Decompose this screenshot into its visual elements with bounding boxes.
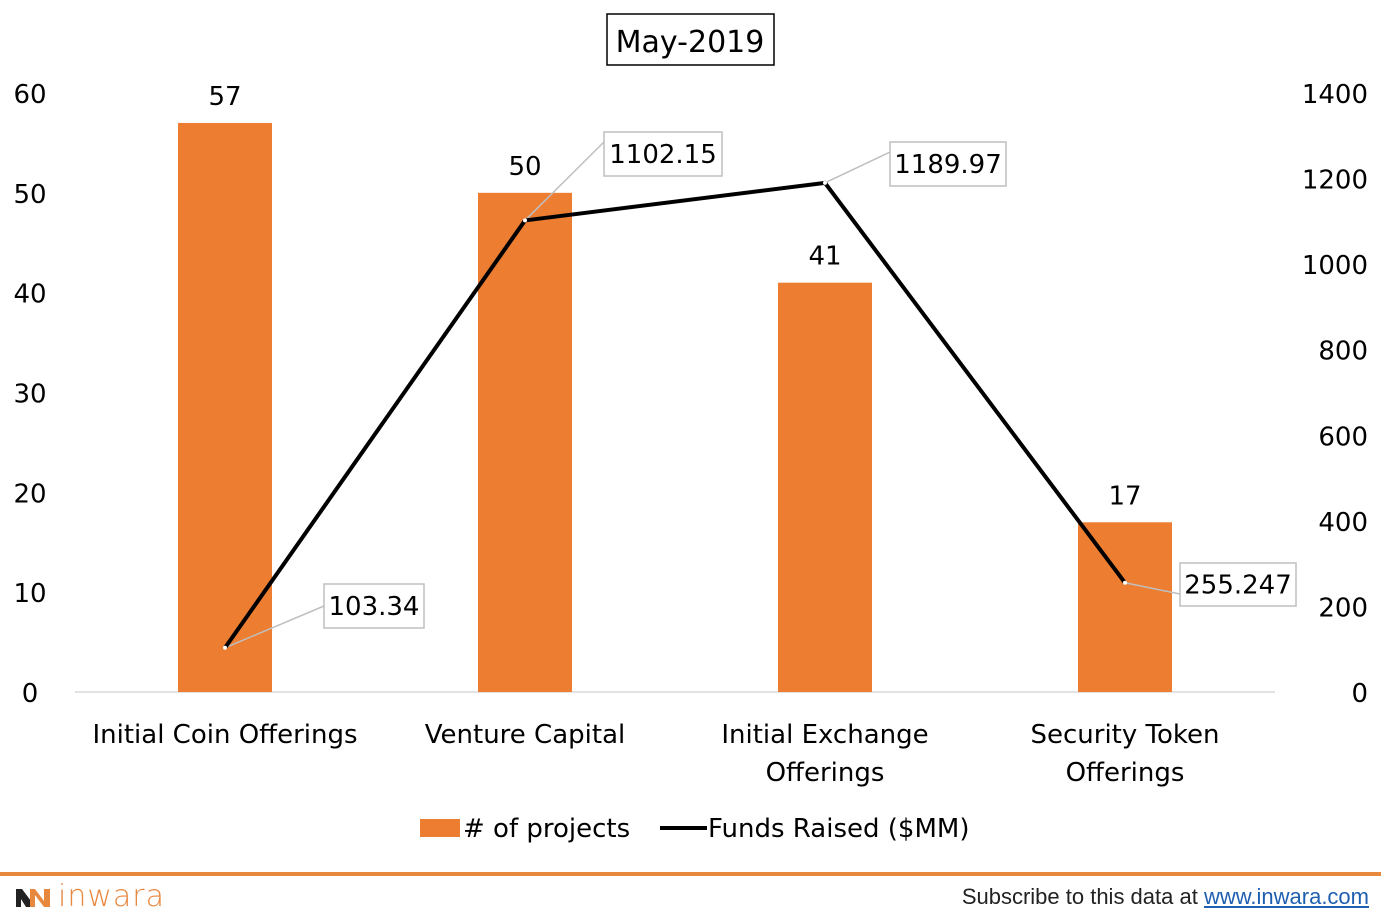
- subscribe-text: Subscribe to this data at www.inwara.com: [962, 884, 1369, 910]
- bar-data-label: 17: [1108, 481, 1141, 511]
- right-tick-label: 600: [1318, 422, 1368, 452]
- subscribe-label: Subscribe to this data at: [961, 884, 1204, 909]
- right-tick-label: 800: [1318, 337, 1368, 367]
- left-tick-label: 50: [13, 180, 46, 210]
- callout-leader: [1124, 582, 1181, 595]
- right-tick-label: 0: [1351, 679, 1368, 709]
- callout-leader: [524, 141, 605, 221]
- bar-data-label: 41: [808, 242, 841, 272]
- line-series: 103.34 1102.15 1189.97 255.247: [223, 131, 1297, 650]
- legend-label-projects: # of projects: [463, 814, 630, 844]
- category-label: Offerings: [1066, 758, 1185, 788]
- bar: [1078, 522, 1172, 692]
- callout-box: [603, 131, 723, 177]
- bar: [778, 282, 872, 692]
- line-data-label: 1189.97: [894, 150, 1002, 180]
- footer-divider: [0, 872, 1381, 876]
- chart: May-2019 0 10 20 30 40 50 60 0 200 400 600 800 1000…: [13, 13, 1368, 844]
- left-tick-label: 0: [22, 679, 39, 709]
- inwara-logo: inwara: [16, 882, 165, 912]
- legend-label-funds: Funds Raised ($MM): [708, 814, 969, 844]
- category-label: Initial Coin Offerings: [92, 720, 357, 750]
- line-data-label: 103.34: [329, 592, 420, 622]
- left-tick-label: 30: [13, 380, 46, 410]
- bar: [478, 192, 572, 693]
- chart-title-text: May-2019: [616, 25, 765, 60]
- bar-series: 57 50 41 17: [178, 82, 1172, 693]
- inwara-link[interactable]: www.inwara.com: [1203, 884, 1369, 909]
- right-axis: 0 200 400 600 800 1000 1200 1400: [1302, 80, 1368, 709]
- bar-data-label: 57: [208, 82, 241, 112]
- line-point: [223, 645, 227, 650]
- category-labels: Initial Coin Offerings Venture Capital Ini…: [92, 720, 1219, 788]
- funds-line: [223, 180, 1127, 649]
- legend-swatch-bar: [420, 819, 460, 837]
- left-axis: 0 10 20 30 40 50 60: [13, 80, 46, 709]
- left-tick-label: 40: [13, 280, 46, 310]
- right-tick-label: 400: [1318, 508, 1368, 538]
- callout-leader: [824, 151, 891, 184]
- legend: # of projects Funds Raised ($MM): [420, 814, 969, 844]
- category-label: Venture Capital: [425, 720, 625, 750]
- callout-box: [1179, 562, 1297, 607]
- line-point: [1123, 580, 1127, 585]
- category-label: Initial Exchange: [721, 720, 928, 750]
- legend-item-funds: Funds Raised ($MM): [660, 814, 969, 844]
- logo-mark-icon: [16, 889, 50, 907]
- line-point: [823, 180, 827, 185]
- callout-leader: [224, 605, 325, 649]
- category-label: Security Token: [1030, 720, 1219, 750]
- left-tick-label: 10: [13, 579, 46, 609]
- left-tick-label: 60: [13, 80, 46, 110]
- right-tick-label: 1400: [1302, 80, 1368, 110]
- right-tick-label: 200: [1318, 593, 1368, 623]
- right-tick-label: 1000: [1302, 251, 1368, 281]
- callout-box: [889, 141, 1007, 187]
- line-data-label: 255.247: [1184, 571, 1292, 601]
- right-tick-label: 1200: [1302, 166, 1368, 196]
- legend-item-projects: # of projects: [420, 814, 630, 844]
- chart-title: May-2019: [606, 13, 775, 66]
- callout-box: [323, 583, 425, 629]
- left-tick-label: 20: [13, 479, 46, 509]
- category-label: Offerings: [766, 758, 885, 788]
- bar-data-label: 50: [508, 152, 541, 182]
- logo-text: inwara: [58, 879, 165, 914]
- line-point: [523, 218, 527, 223]
- bar: [178, 122, 272, 692]
- line-data-label: 1102.15: [609, 140, 717, 170]
